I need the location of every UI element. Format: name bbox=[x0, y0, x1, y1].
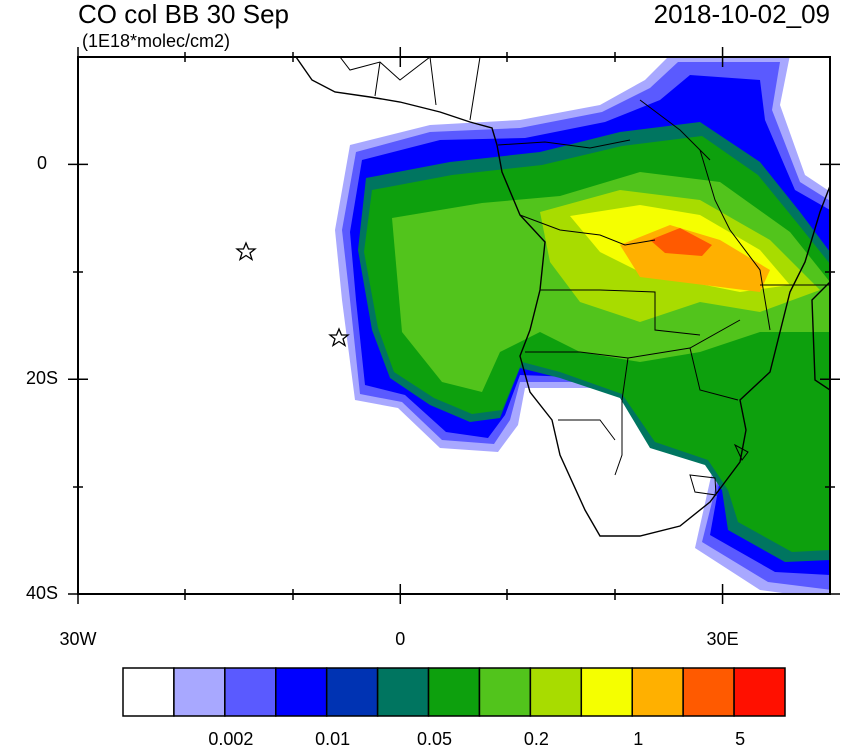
colorbar-box bbox=[478, 667, 532, 717]
y-tick-label: 0 bbox=[37, 153, 47, 173]
subtitle: (1E18*molec/cm2) bbox=[82, 31, 230, 51]
colorbar-label: 0.01 bbox=[315, 729, 350, 749]
title: CO col BB 30 Sep bbox=[78, 0, 289, 29]
colorbar-box bbox=[376, 667, 430, 717]
station-marker bbox=[328, 327, 350, 348]
x-tick-label: 30E bbox=[707, 629, 739, 649]
plume bbox=[335, 57, 830, 594]
plot-frame bbox=[77, 56, 831, 595]
colorbar-box bbox=[580, 667, 633, 717]
station-marker bbox=[235, 241, 257, 262]
colorbar-label: 0.2 bbox=[524, 729, 549, 749]
y-tick-label: 20S bbox=[26, 368, 58, 388]
colorbar-label: 1 bbox=[633, 729, 643, 749]
colorbar-box bbox=[224, 667, 277, 717]
colorbar-box bbox=[631, 667, 684, 717]
x-tick-label: 30W bbox=[59, 629, 96, 649]
colorbar-label: 0.05 bbox=[417, 729, 452, 749]
date: 2018-10-02_09 bbox=[654, 0, 830, 29]
y-tick-label: 40S bbox=[26, 583, 58, 603]
border bbox=[497, 99, 830, 496]
colorbar-box bbox=[173, 667, 226, 717]
colorbar-box bbox=[275, 667, 328, 717]
coastline bbox=[811, 281, 830, 391]
border bbox=[339, 57, 481, 121]
colorbar-box bbox=[122, 667, 175, 717]
x-tick-label: 0 bbox=[395, 629, 405, 649]
colorbar-box bbox=[682, 667, 735, 717]
coastlines bbox=[295, 57, 830, 537]
coastline bbox=[295, 57, 830, 537]
minor-ticks bbox=[73, 52, 835, 600]
colorbar-box bbox=[733, 667, 786, 717]
plume-layer bbox=[650, 228, 712, 256]
colorbar-label: 0.002 bbox=[208, 729, 253, 749]
colorbar-box bbox=[325, 667, 379, 717]
colorbar-box bbox=[529, 667, 583, 717]
colorbar-label: 5 bbox=[735, 729, 745, 749]
colorbar-box bbox=[427, 667, 481, 717]
